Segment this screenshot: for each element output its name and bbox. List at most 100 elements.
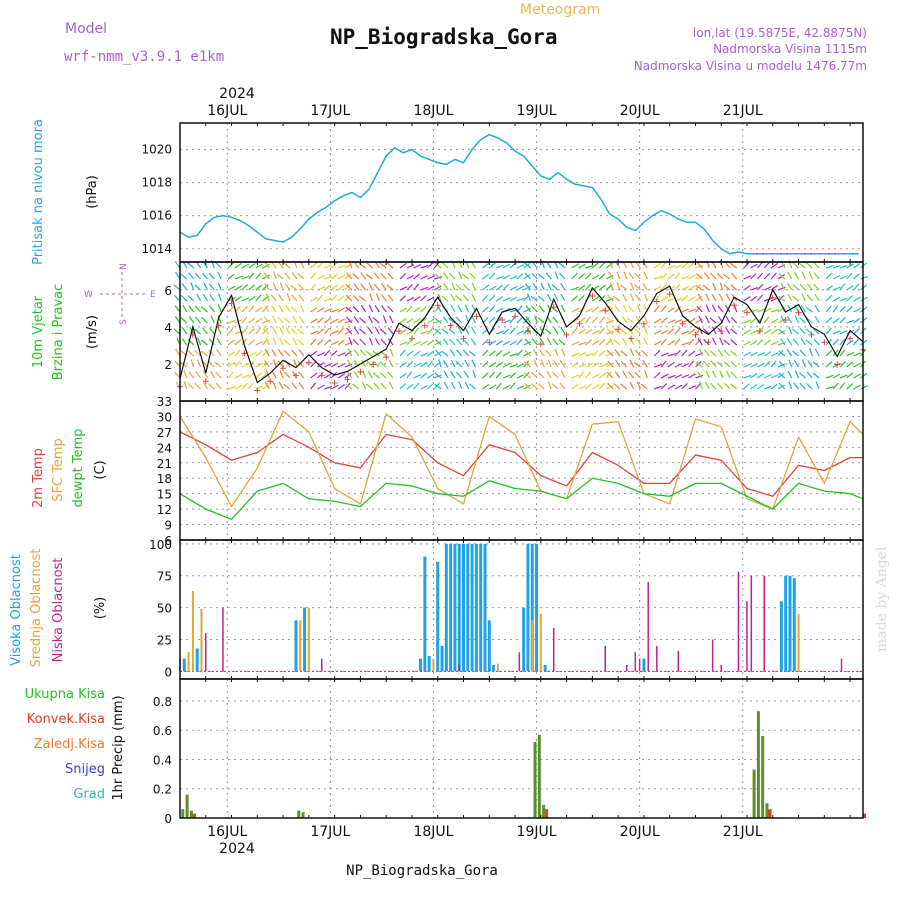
cloud-low-bar: [750, 575, 753, 672]
cloud-high-bar: [522, 607, 526, 672]
pressure-ytick: 1020: [141, 142, 172, 156]
precip-ytick: 0.6: [153, 724, 172, 738]
temp-ytick: 6: [164, 534, 172, 548]
cloud-low-bar: [458, 664, 460, 672]
wind-gust-marker: [640, 320, 647, 327]
precip-legend-total: Ukupna Kisa: [25, 687, 105, 702]
wind-barbs: [173, 260, 869, 390]
cloud-high-bar: [444, 543, 448, 672]
precip-conv-bar: [192, 813, 196, 818]
watermark: made by Angel: [874, 546, 890, 652]
cloud-high-bar: [642, 658, 646, 672]
precip-total-bar: [752, 769, 756, 818]
cloud-high-bar: [483, 543, 487, 672]
temp-ytick: 21: [157, 457, 172, 471]
wind-gust-marker: [615, 326, 622, 333]
cloud-mid-bar: [200, 608, 203, 672]
cloud-ytick: 75: [157, 570, 172, 584]
model-altitude-label: Nadmorska Visina u modelu 1476.77m: [634, 59, 867, 73]
panel-frame: [179, 122, 864, 263]
wind-gust-marker: [834, 361, 841, 368]
wind-gust-marker: [705, 339, 712, 346]
cloud-high-bar: [182, 658, 186, 672]
cloud-ytick: 25: [157, 633, 172, 647]
x-tick-top: 18JUL: [413, 103, 453, 119]
wind-gust-marker: [563, 331, 570, 338]
temp-ytick: 24: [157, 441, 172, 455]
precip-total-bar: [189, 810, 193, 818]
cloud-high-bar: [792, 578, 796, 672]
wind-unit: (m/s): [85, 315, 100, 349]
cloud-high-bar: [440, 645, 444, 672]
temp-ytick: 15: [157, 488, 172, 502]
cloud-unit: (%): [93, 597, 108, 620]
precip-ytick: 0: [164, 812, 172, 826]
wind-gust-marker: [782, 317, 789, 324]
pressure-ytick: 1016: [141, 209, 172, 223]
precip-total-bar: [181, 809, 185, 818]
wind-gust-marker: [808, 331, 815, 338]
cloud-high-bar: [543, 664, 547, 672]
wind-gust-marker: [499, 317, 506, 324]
wind-gust-marker: [821, 339, 828, 346]
temp2m-ylabel: 2m Temp: [31, 448, 46, 508]
wind-gust-marker: [460, 335, 467, 342]
cloud-mid-bar: [307, 607, 310, 672]
cloud-high-bar: [530, 543, 534, 672]
precip-total-bar: [297, 810, 301, 818]
wind-gust-marker: [769, 294, 776, 301]
wind-gust-marker: [396, 328, 403, 335]
wind-gust-marker: [756, 328, 763, 335]
cloud-high-bar: [788, 575, 792, 672]
x-tick-bottom: 16JUL: [207, 824, 247, 840]
dewpt-line: [179, 477, 864, 521]
precip-conv-bar: [768, 809, 772, 818]
wind-gust-marker: [679, 320, 686, 327]
x-tick-bottom: 17JUL: [310, 824, 350, 840]
cloud-mid-bar: [191, 591, 194, 672]
cloud-low-bar: [677, 650, 680, 672]
x-tick-top: 20JUL: [620, 103, 660, 119]
cloud-high-bar: [466, 543, 470, 672]
wind-ytick: 2: [164, 358, 172, 372]
model-label: Model: [65, 21, 107, 37]
x-tick-bottom: 21JUL: [723, 824, 763, 840]
cloud-low-bar: [737, 571, 740, 672]
cloud-high-bar: [449, 543, 453, 672]
cloud-high-ylabel: Visoka Oblacnost: [9, 554, 24, 666]
wind-gust-marker: [666, 291, 673, 298]
compass-north: N: [119, 263, 129, 270]
cloud-low-bar: [321, 658, 323, 672]
wind-gust-marker: [331, 380, 338, 387]
pressure-ylabel: Pritisak na nivou mora: [31, 119, 46, 265]
cloud-low-bar: [222, 607, 224, 672]
cloud-high-bar: [303, 607, 307, 672]
wind-gust-marker: [344, 376, 351, 383]
wind-gust-marker: [537, 341, 544, 348]
cloud-low-bar: [634, 652, 637, 672]
cloud-ytick: 100: [149, 538, 172, 552]
wind-gust-marker: [692, 331, 699, 338]
wind-gust-marker: [254, 387, 261, 394]
wind-gust-marker: [215, 322, 222, 329]
x-tick-top: 21JUL: [723, 103, 763, 119]
temp-ytick: 18: [157, 472, 172, 486]
panel-frame: [179, 678, 864, 819]
cloud-high-bar: [423, 556, 427, 672]
wind-ylabel-2: Brzina i Pravac: [51, 284, 66, 381]
wind-gust-marker: [512, 313, 519, 320]
temp-ytick: 12: [157, 503, 172, 517]
cloud-high-bar: [427, 656, 431, 672]
cloud-high-bar: [195, 648, 199, 672]
cloud-high-bar: [419, 658, 423, 672]
wind-gust-marker: [370, 361, 377, 368]
panel-frame: [179, 400, 864, 541]
cloud-high-bar: [294, 620, 298, 672]
wind-gust-marker: [602, 307, 609, 314]
precip-unit: 1hr Precip (mm): [111, 695, 126, 800]
pressure-ytick: 1018: [141, 176, 172, 190]
wind-gust-marker: [305, 359, 312, 366]
cloud-mid-bar: [299, 620, 302, 672]
wind-gust-marker: [731, 302, 738, 309]
